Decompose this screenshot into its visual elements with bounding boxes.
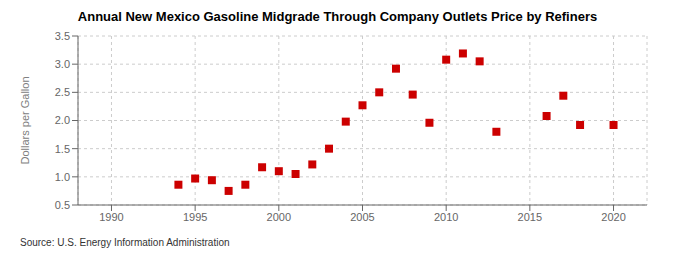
html-text:Source: U.S. Energy Informatio: Source: U.S. Energy Information Administ… xyxy=(20,237,230,248)
svg-text:2015: 2015 xyxy=(518,211,542,223)
svg-text:1990: 1990 xyxy=(99,211,123,223)
svg-text:1.5: 1.5 xyxy=(55,143,70,155)
svg-text:0.5: 0.5 xyxy=(55,199,70,211)
svg-text:2020: 2020 xyxy=(601,211,625,223)
svg-text:3.0: 3.0 xyxy=(55,58,70,70)
svg-text:2005: 2005 xyxy=(350,211,374,223)
svg-text:1.0: 1.0 xyxy=(55,171,70,183)
svg-text:2.5: 2.5 xyxy=(55,86,70,98)
svg-text:2.0: 2.0 xyxy=(55,114,70,126)
svg-text:Dollars per Gallon: Dollars per Gallon xyxy=(19,76,31,164)
svg-text:2010: 2010 xyxy=(434,211,458,223)
svg-text:2000: 2000 xyxy=(267,211,291,223)
svg-text:1995: 1995 xyxy=(183,211,207,223)
html-text:Annual New Mexico Gasoline Mid: Annual New Mexico Gasoline Midgrade Thro… xyxy=(77,9,598,24)
svg-text:3.5: 3.5 xyxy=(55,30,70,42)
